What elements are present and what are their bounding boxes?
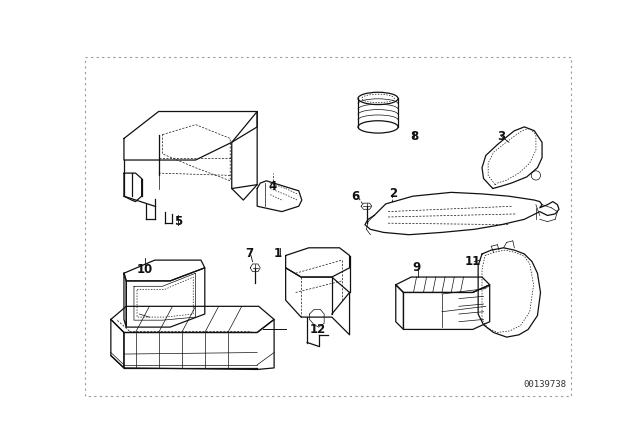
Text: 7: 7 bbox=[245, 247, 253, 260]
Text: 6: 6 bbox=[351, 190, 359, 202]
Text: 10: 10 bbox=[136, 263, 153, 276]
Text: 2: 2 bbox=[389, 187, 397, 200]
Text: 3: 3 bbox=[497, 129, 506, 142]
Text: 9: 9 bbox=[412, 261, 420, 274]
Text: 1: 1 bbox=[274, 247, 282, 260]
Text: 11: 11 bbox=[465, 255, 481, 268]
Text: 4: 4 bbox=[268, 180, 276, 193]
Text: 8: 8 bbox=[410, 129, 419, 142]
Text: 5: 5 bbox=[173, 215, 182, 228]
Text: 12: 12 bbox=[310, 323, 326, 336]
Text: 00139738: 00139738 bbox=[524, 380, 566, 389]
